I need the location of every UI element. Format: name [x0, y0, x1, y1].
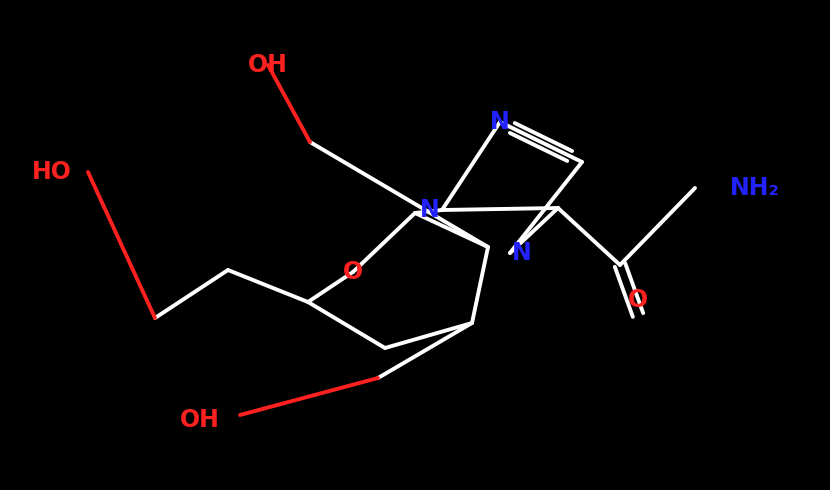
Text: OH: OH	[248, 53, 288, 77]
Text: O: O	[628, 288, 648, 312]
Text: OH: OH	[180, 408, 220, 432]
Text: NH₂: NH₂	[730, 176, 780, 200]
Text: N: N	[512, 241, 532, 265]
Text: N: N	[420, 198, 440, 222]
Text: HO: HO	[32, 160, 72, 184]
Text: N: N	[491, 110, 510, 134]
Text: O: O	[343, 260, 363, 284]
